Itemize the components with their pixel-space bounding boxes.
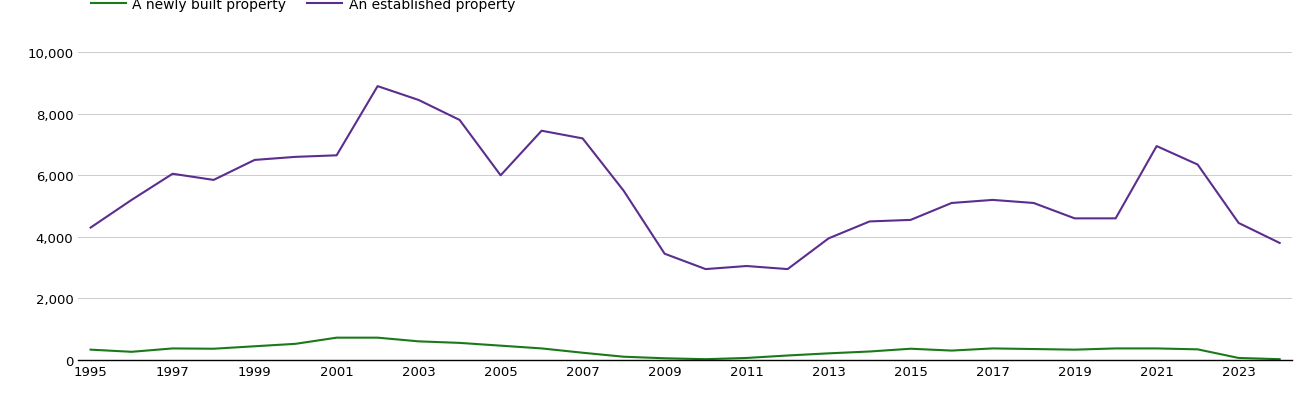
An established property — [369, 85, 385, 90]
Legend: A newly built property, An established property: A newly built property, An established p… — [85, 0, 521, 18]
A newly built property — [124, 349, 140, 354]
A newly built property — [903, 346, 919, 351]
A newly built property — [616, 354, 632, 360]
A newly built property — [534, 346, 549, 351]
An established property — [206, 178, 222, 183]
An established property — [164, 172, 180, 177]
An established property — [656, 252, 672, 256]
Line: A newly built property: A newly built property — [90, 338, 1280, 360]
A newly built property — [1026, 347, 1041, 352]
A newly built property — [1231, 356, 1246, 361]
An established property — [1066, 216, 1082, 221]
A newly built property — [574, 351, 590, 355]
An established property — [247, 158, 262, 163]
An established property — [329, 153, 345, 158]
An established property — [616, 189, 632, 194]
An established property — [411, 98, 427, 103]
A newly built property — [780, 353, 796, 358]
A newly built property — [821, 351, 837, 356]
A newly built property — [698, 357, 714, 362]
An established property — [944, 201, 959, 206]
A newly built property — [1272, 357, 1288, 362]
An established property — [288, 155, 304, 160]
A newly built property — [656, 356, 672, 361]
A newly built property — [861, 349, 877, 354]
An established property — [1026, 201, 1041, 206]
A newly built property — [1190, 347, 1206, 352]
A newly built property — [206, 346, 222, 351]
A newly built property — [1148, 346, 1164, 351]
An established property — [780, 267, 796, 272]
A newly built property — [82, 347, 98, 352]
A newly built property — [411, 339, 427, 344]
A newly built property — [1108, 346, 1124, 351]
An established property — [1190, 163, 1206, 168]
A newly built property — [739, 356, 754, 361]
An established property — [82, 225, 98, 230]
An established property — [452, 118, 467, 123]
An established property — [698, 267, 714, 272]
An established property — [574, 137, 590, 142]
A newly built property — [288, 342, 304, 346]
A newly built property — [944, 348, 959, 353]
Line: An established property: An established property — [90, 87, 1280, 270]
A newly built property — [329, 335, 345, 340]
An established property — [821, 236, 837, 241]
An established property — [1148, 144, 1164, 149]
An established property — [861, 219, 877, 224]
An established property — [903, 218, 919, 223]
An established property — [493, 173, 509, 178]
A newly built property — [452, 341, 467, 346]
A newly built property — [1066, 347, 1082, 352]
An established property — [534, 129, 549, 134]
An established property — [1231, 221, 1246, 226]
An established property — [124, 198, 140, 203]
A newly built property — [247, 344, 262, 349]
A newly built property — [369, 335, 385, 340]
An established property — [1272, 241, 1288, 246]
A newly built property — [985, 346, 1001, 351]
An established property — [985, 198, 1001, 203]
An established property — [739, 264, 754, 269]
A newly built property — [493, 344, 509, 348]
An established property — [1108, 216, 1124, 221]
A newly built property — [164, 346, 180, 351]
